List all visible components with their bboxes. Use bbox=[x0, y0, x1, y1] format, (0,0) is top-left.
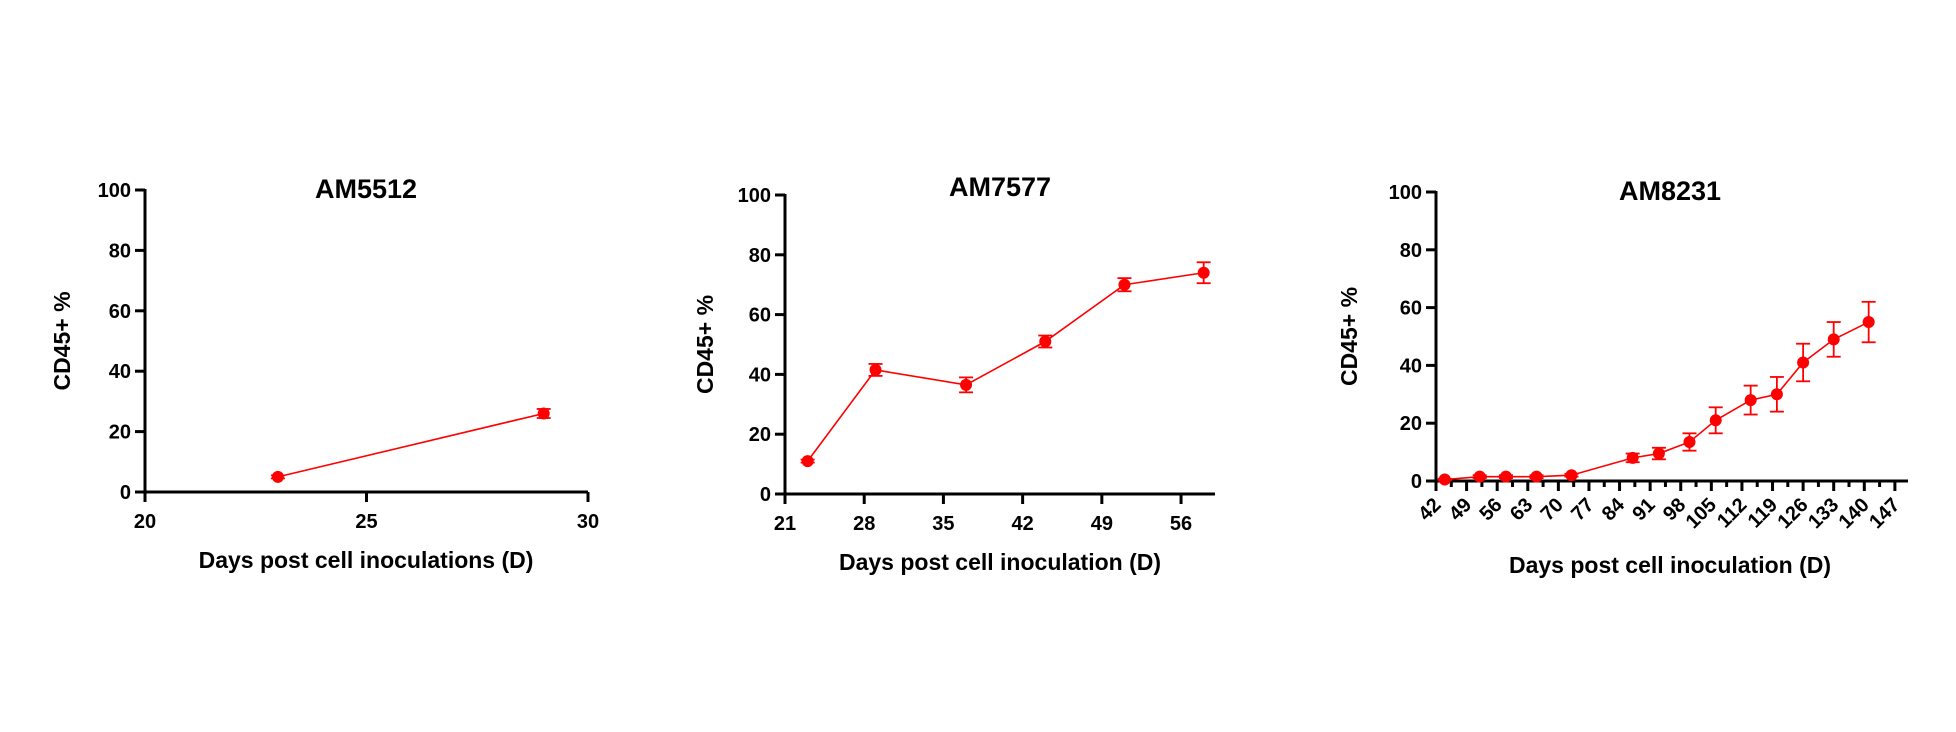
data-point bbox=[1862, 316, 1875, 329]
series-line bbox=[277, 412, 544, 478]
y-tick-label: 100 bbox=[1389, 182, 1422, 204]
data-point bbox=[1652, 447, 1665, 460]
chart-2: 0 20 40 60 80 100 21 28 35 42 49 56 AM7577 Days post … bbox=[692, 172, 1215, 575]
y-tick-label: 60 bbox=[749, 305, 771, 327]
data-point bbox=[1438, 473, 1451, 486]
y-tick-label: 0 bbox=[760, 484, 771, 506]
data-point bbox=[1530, 470, 1543, 483]
data-point bbox=[1709, 414, 1722, 427]
data-point bbox=[1197, 266, 1210, 279]
y-tick-label: 80 bbox=[749, 245, 771, 267]
y-tick-label: 60 bbox=[1400, 298, 1422, 320]
data-point bbox=[960, 378, 973, 391]
x-tick-label: 28 bbox=[853, 513, 875, 535]
x-tick-label: 91 bbox=[1628, 494, 1659, 525]
y-tick-label: 0 bbox=[1411, 471, 1422, 493]
x-tick-label: 84 bbox=[1598, 493, 1630, 525]
x-tick-label: 42 bbox=[1012, 513, 1034, 535]
data-point bbox=[1118, 278, 1131, 291]
x-tick-label: 25 bbox=[355, 511, 377, 533]
y-tick-label: 100 bbox=[738, 185, 771, 207]
x-tick-label: 35 bbox=[932, 513, 954, 535]
y-tick-label: 100 bbox=[98, 180, 131, 202]
x-tick-label: 49 bbox=[1091, 513, 1113, 535]
y-tick-label: 20 bbox=[109, 422, 131, 444]
x-tick-label: 112 bbox=[1713, 494, 1751, 532]
x-tick-label: 56 bbox=[1170, 513, 1192, 535]
data-point bbox=[1770, 388, 1783, 401]
y-axis-title: CD45+ % bbox=[1336, 287, 1362, 386]
y-tick-label: 60 bbox=[109, 301, 131, 323]
x-tick-label: 77 bbox=[1567, 494, 1598, 525]
y-tick-label: 20 bbox=[749, 424, 771, 446]
series-line bbox=[806, 271, 1204, 462]
x-axis-title: Days post cell inoculation (D) bbox=[839, 549, 1161, 575]
x-tick-label: 63 bbox=[1506, 494, 1537, 525]
chart-title: AM5512 bbox=[315, 174, 417, 204]
y-axis-title: CD45+ % bbox=[49, 291, 75, 390]
data-point bbox=[1473, 470, 1486, 483]
y-tick-label: 40 bbox=[1400, 355, 1422, 377]
data-point bbox=[1565, 469, 1578, 482]
data-point bbox=[1827, 333, 1840, 346]
x-tick-label: 70 bbox=[1537, 494, 1568, 525]
y-tick-label: 80 bbox=[1400, 240, 1422, 262]
y-tick-label: 40 bbox=[109, 361, 131, 383]
x-tick-label: 20 bbox=[134, 511, 156, 533]
data-point bbox=[1626, 451, 1639, 464]
x-tick-label: 42 bbox=[1414, 494, 1445, 525]
x-tick-label: 21 bbox=[774, 513, 796, 535]
x-tick-label: 147 bbox=[1865, 494, 1904, 533]
data-point bbox=[1039, 335, 1052, 348]
chart-title: AM8231 bbox=[1619, 176, 1721, 206]
data-point bbox=[1744, 394, 1757, 407]
x-tick-label: 30 bbox=[577, 511, 599, 533]
data-point bbox=[869, 363, 882, 376]
x-tick-label: 119 bbox=[1744, 494, 1782, 532]
y-tick-label: 80 bbox=[109, 240, 131, 262]
data-point bbox=[1499, 470, 1512, 483]
data-point bbox=[1683, 435, 1696, 448]
y-axis-title: CD45+ % bbox=[692, 295, 718, 394]
data-point bbox=[271, 470, 284, 483]
x-axis-title: Days post cell inoculations (D) bbox=[199, 547, 534, 573]
y-tick-label: 0 bbox=[120, 482, 131, 504]
x-tick-label: 49 bbox=[1445, 494, 1476, 525]
data-point bbox=[1797, 356, 1810, 369]
x-axis-title: Days post cell inoculation (D) bbox=[1509, 552, 1831, 578]
x-tick-label: 56 bbox=[1475, 494, 1506, 525]
y-tick-label: 40 bbox=[749, 364, 771, 386]
chart-title: AM7577 bbox=[949, 172, 1051, 202]
data-point bbox=[801, 455, 814, 468]
data-point bbox=[537, 407, 550, 420]
y-tick-label: 20 bbox=[1400, 413, 1422, 435]
